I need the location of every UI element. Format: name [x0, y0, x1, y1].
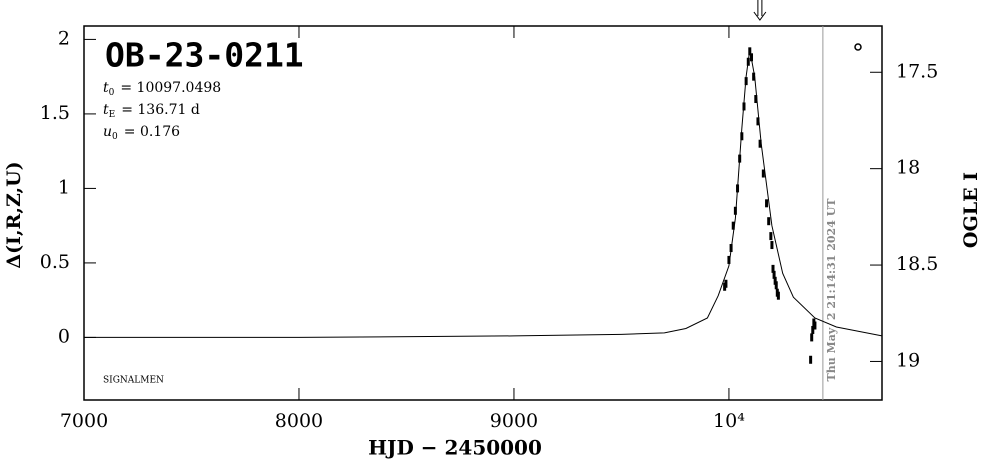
data-point	[758, 139, 762, 148]
param-sub: E	[109, 110, 116, 120]
data-point	[752, 72, 756, 81]
data-point	[809, 355, 813, 364]
param-value: = 0.176	[124, 124, 180, 140]
peak-arrow	[753, 0, 767, 21]
data-point	[811, 325, 815, 334]
x-axis-label: HJD − 2450000	[368, 436, 542, 459]
data-point	[740, 132, 744, 141]
param-value: = 10097.0498	[120, 80, 221, 96]
data-point	[771, 264, 775, 273]
data-point	[776, 291, 780, 300]
data-point	[754, 95, 758, 104]
data-point	[748, 47, 752, 56]
param-sub: 0	[112, 132, 118, 142]
data-point	[767, 217, 771, 226]
data-point	[731, 221, 735, 230]
y-tick-label: 0.5	[40, 251, 70, 273]
y2-axis-label: OGLE I	[960, 172, 982, 248]
data-point	[727, 255, 731, 264]
plot-frame	[83, 25, 883, 401]
data-point	[769, 232, 773, 241]
y-tick-label: 1	[58, 176, 70, 198]
data-point	[736, 184, 740, 193]
x-tick-label: 10⁴	[713, 410, 745, 432]
observer: SIGNALMEN	[103, 376, 164, 386]
data-point	[744, 77, 748, 86]
data-point	[746, 57, 750, 66]
y-tick-label: 2	[58, 27, 70, 49]
y2-tick-label: 18.5	[896, 253, 938, 275]
y2-tick-label: 17.5	[896, 60, 938, 82]
y-tick-label: 0	[58, 325, 70, 347]
data-point	[770, 241, 774, 250]
param-sub: 0	[109, 88, 115, 98]
x-tick-label: 8000	[275, 410, 323, 432]
data-point	[756, 117, 760, 126]
data-point	[729, 244, 733, 253]
y-tick-label: 1.5	[40, 102, 70, 124]
data-point	[724, 279, 728, 288]
y-axis-label: Δ(I,R,Z,U)	[3, 161, 25, 268]
data-point	[772, 270, 776, 279]
marker-legend	[854, 43, 862, 51]
data-point	[738, 154, 742, 163]
model-curve	[84, 49, 883, 338]
param-value: = 136.71 d	[121, 102, 200, 118]
data-point	[761, 169, 765, 178]
y2-tick-label: 19	[896, 349, 920, 371]
x-tick-label: 9000	[490, 410, 538, 432]
param-symbol: t	[103, 80, 109, 96]
chart-title: OB-23-0211	[105, 36, 304, 75]
param: u0 = 0.176	[103, 124, 180, 142]
y2-tick-label: 18	[896, 157, 920, 179]
data-point	[774, 281, 778, 290]
x-tick-label: 7000	[60, 410, 108, 432]
data-point	[810, 333, 814, 342]
data-point	[742, 102, 746, 111]
param: t0 = 10097.0498	[103, 80, 221, 98]
timestamp: Thu May 2 21:14:31 2024 UT	[825, 198, 838, 382]
param-symbol: u	[103, 124, 112, 140]
param: tE = 136.71 d	[103, 102, 200, 120]
data-point	[733, 206, 737, 215]
data-point	[813, 321, 817, 330]
param-symbol: t	[103, 102, 109, 118]
data-point	[773, 276, 777, 285]
data-point	[765, 199, 769, 208]
data-point	[750, 53, 754, 62]
